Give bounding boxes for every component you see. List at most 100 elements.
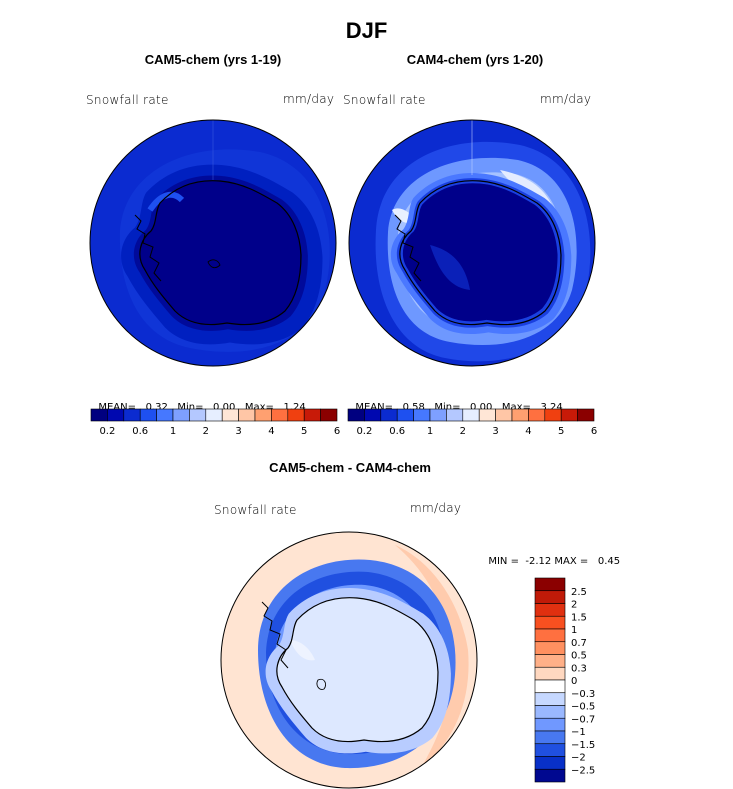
colorbar-swatch (156, 408, 174, 422)
colorbar-tick-label: 2 (571, 600, 577, 611)
colorbar-swatch (528, 408, 546, 422)
colorbar-swatch (534, 615, 566, 630)
colorbar-swatch (534, 654, 566, 668)
min-value: 0.00 (213, 402, 236, 413)
min-label: Min= (177, 402, 204, 413)
colorbar-tick-label: −0.3 (571, 689, 595, 700)
colorbar-swatch (478, 408, 496, 422)
colorbar-tick-label: 0.6 (389, 426, 405, 437)
colorbar-swatch (534, 717, 566, 732)
colorbar-tick-label: −1.5 (571, 740, 595, 751)
colorbar-swatch (577, 408, 595, 422)
colorbar-swatch (534, 743, 566, 757)
mean-label: MEAN= (355, 402, 394, 413)
colorbar-swatch (271, 408, 289, 422)
colorbar-swatch (396, 408, 414, 422)
min-value: 0.00 (470, 402, 493, 413)
colorbar-tick-label: −1 (571, 727, 586, 738)
map-diff (220, 531, 478, 789)
colorbar-swatch (446, 408, 464, 422)
colorbar-swatch (560, 408, 578, 422)
min-label: MIN = (488, 556, 519, 567)
field-label-cam4: Snowfall rate (343, 93, 426, 107)
colorbar-swatch (413, 408, 431, 422)
colorbar-tick-label: −0.5 (571, 702, 595, 713)
mean-label: MEAN= (98, 402, 137, 413)
colorbar-tick-label: 2.5 (571, 587, 587, 598)
map-border (220, 531, 478, 789)
figure-title: DJF (345, 18, 388, 43)
colorbar-swatch (495, 408, 513, 422)
max-label: Max= (244, 402, 274, 413)
max-value: 0.45 (597, 556, 621, 567)
colorbar-tick-label: 6 (334, 426, 340, 437)
mean-value: 0.32 (145, 402, 168, 413)
max-label: MAX = (554, 556, 589, 567)
colorbar-tick-label: −2.5 (571, 765, 595, 776)
colorbar-swatch (534, 641, 566, 655)
colorbar-tick-label: 5 (301, 426, 307, 437)
max-label: Max= (501, 402, 531, 413)
colorbar-tick-label: 1 (571, 625, 577, 636)
colorbar-tick-label: 2 (460, 426, 466, 437)
colorbar-swatch (429, 408, 447, 422)
max-value: 3.24 (540, 402, 563, 413)
units-label-diff: mm/day (410, 501, 462, 515)
colorbar-swatch (320, 408, 338, 422)
colorbar-tick-label: −2 (571, 753, 586, 764)
colorbar-swatch (534, 628, 566, 643)
units-label-cam5: mm/day (283, 92, 335, 106)
colorbar-swatch (123, 408, 141, 422)
colorbar-swatch (238, 408, 256, 422)
colorbar-swatch (534, 768, 566, 783)
colorbar-swatch (221, 408, 239, 422)
colorbar-tick-label: 0.2 (99, 426, 115, 437)
min-value: -2.12 (525, 556, 552, 567)
colorbar-tick-label: 0.6 (132, 426, 148, 437)
max-value: 1.24 (283, 402, 306, 413)
colorbar-swatch (534, 756, 566, 770)
colorbar-tick-label: 0 (571, 676, 577, 687)
colorbar-swatch (380, 408, 398, 422)
colorbar-swatch (534, 666, 566, 681)
colorbar-tick-label: 0.5 (571, 651, 587, 662)
panel-title-cam5: CAM5-chem (yrs 1-19) (144, 52, 282, 67)
field-label-cam5: Snowfall rate (86, 93, 169, 107)
stats-diff: MIN = -2.12 MAX = 0.45 (482, 545, 620, 567)
colorbar-swatch (254, 408, 272, 422)
colorbar-cam5: 0.2 0.6 1 2 3 4 5 6 (90, 408, 340, 437)
mean-value: 0.58 (402, 402, 425, 413)
colorbar-tick-label: 5 (558, 426, 564, 437)
panel-title-cam4: CAM4-chem (yrs 1-20) (406, 52, 544, 67)
map-cam5 (89, 119, 337, 367)
colorbar-swatch (544, 408, 562, 422)
colorbar-tick-label: −0.7 (571, 714, 595, 725)
colorbar-tick-label: 4 (268, 426, 274, 437)
stats-cam4: MEAN= 0.58 Min= 0.00 Max= 3.24 (349, 391, 563, 413)
min-label: Min= (434, 402, 461, 413)
colorbar-swatch (534, 603, 566, 617)
map-cam4 (348, 119, 596, 367)
units-label-cam4: mm/day (540, 92, 592, 106)
colorbar-swatch (107, 408, 125, 422)
colorbar-tick-label: 0.3 (571, 663, 587, 674)
colorbar-swatch (534, 705, 566, 719)
colorbar-swatch (534, 590, 566, 604)
colorbar-swatch (347, 408, 365, 422)
colorbar-swatch (172, 408, 190, 422)
colorbar-swatch (534, 679, 566, 694)
colorbar-swatch (534, 692, 566, 706)
colorbar-swatch (303, 408, 321, 422)
colorbar-swatch (287, 408, 305, 422)
map-border (89, 119, 337, 367)
colorbar-swatch (90, 408, 108, 422)
colorbar-tick-label: 6 (591, 426, 597, 437)
map-border (348, 119, 596, 367)
colorbar-swatch (189, 408, 207, 422)
colorbar-swatch (205, 408, 223, 422)
colorbar-swatch (364, 408, 382, 422)
colorbar-swatch (139, 408, 157, 422)
colorbar-swatch (534, 577, 566, 592)
colorbar-tick-label: 2 (203, 426, 209, 437)
